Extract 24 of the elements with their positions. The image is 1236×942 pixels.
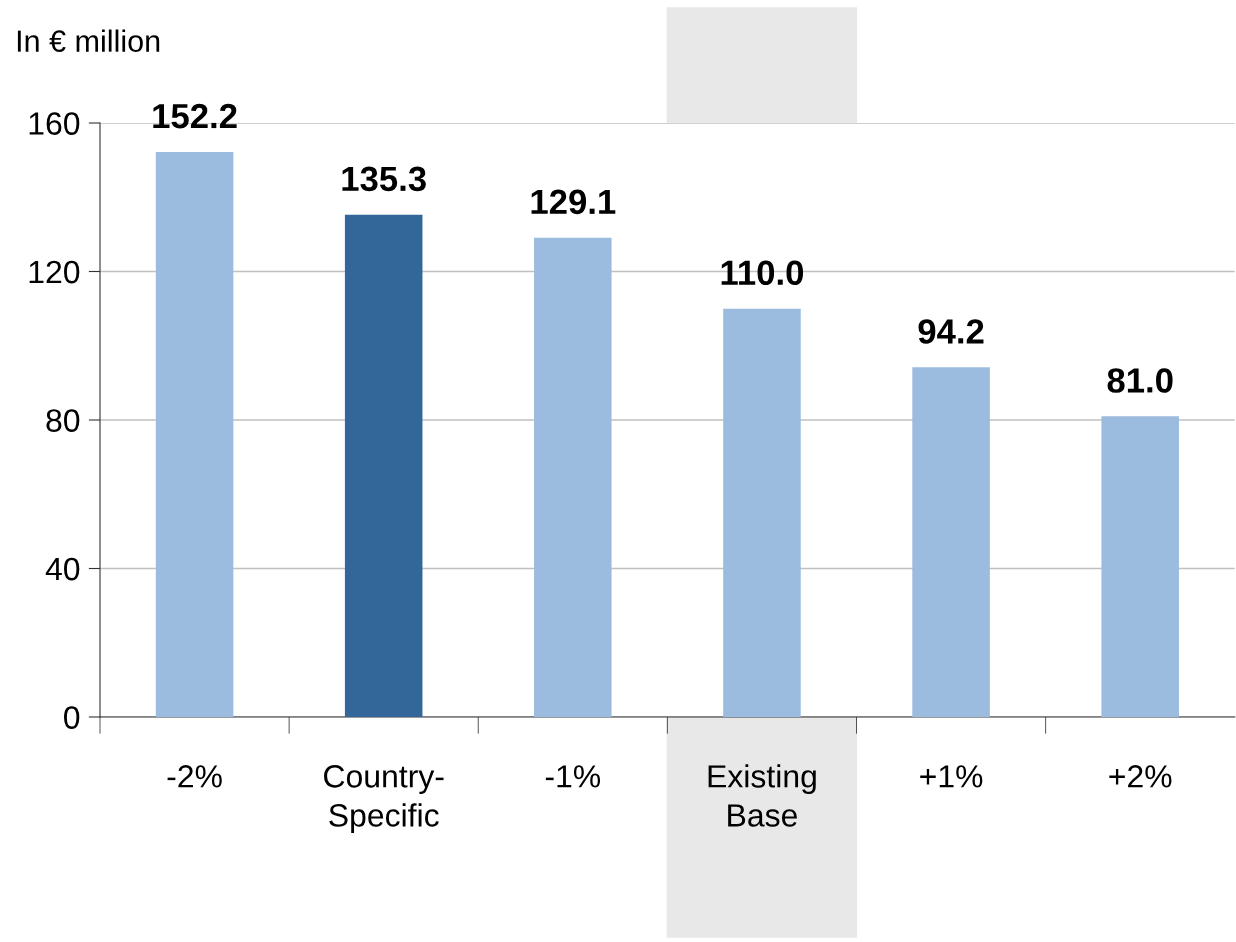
y-tick-label: 80 [46,409,80,432]
bar [155,151,234,717]
x-tick-label: -2% [167,765,222,788]
y-tick-label: 120 [29,260,80,284]
bar [1101,416,1179,717]
x-tick-label: +1% [920,765,983,788]
x-tick-label: Country- Specific [324,765,444,834]
x-tick-label: Existing Base [708,764,816,827]
y-tick-label: 40 [45,557,80,581]
data-label: 81.0 [1107,368,1173,393]
y-tick-label: 160 [29,112,80,135]
x-tick-label: +2% [1109,765,1172,788]
data-label: 110.0 [721,260,804,286]
data-label: 152.2 [153,103,237,129]
bar [912,367,990,717]
bar [344,214,423,717]
x-tick-label: -1% [545,765,601,788]
y-axis-title: In € million [17,29,160,52]
y-tick-label: 0 [64,706,80,729]
data-label: 135.3 [342,166,426,192]
data-label: 129.1 [531,189,616,215]
bar [534,237,612,717]
data-label: 94.2 [918,319,984,344]
bar [723,308,801,717]
